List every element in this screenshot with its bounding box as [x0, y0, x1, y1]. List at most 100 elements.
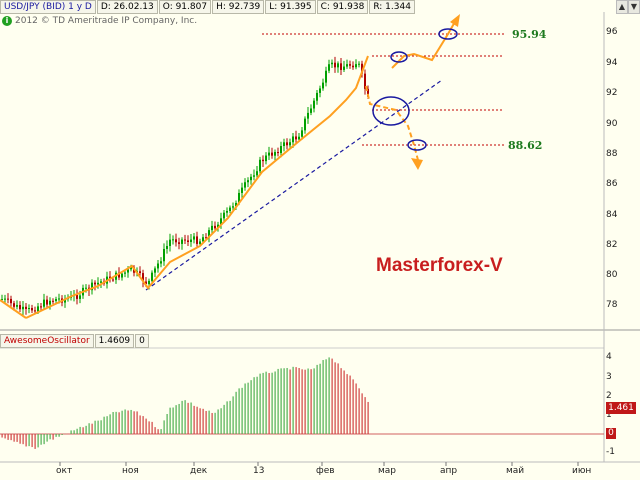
lower-level-label: 88.62: [508, 139, 543, 152]
bull-projection: [391, 19, 457, 69]
oscillator-bar: [16, 434, 18, 442]
candle-body: [286, 142, 288, 146]
oscillator-bar: [46, 434, 48, 442]
candle-body: [55, 299, 57, 301]
oscillator-bar: [304, 369, 306, 434]
osc-tick: 4: [606, 352, 612, 362]
oscillator-bar: [202, 408, 204, 434]
candle-body: [169, 239, 171, 246]
symbol-label[interactable]: USD/JPY (BID) 1 y D: [0, 0, 96, 14]
scroll-up-icon[interactable]: ▲: [616, 0, 628, 14]
oscillator-bar: [340, 368, 342, 434]
candle-body: [325, 70, 327, 83]
candle-body: [22, 306, 24, 310]
price-tick: 90: [606, 119, 618, 129]
oscillator-bar: [217, 409, 219, 434]
oscillator-bar: [43, 434, 45, 445]
oscillator-bar: [34, 434, 36, 449]
oscillator-bar: [139, 415, 141, 434]
oscillator-bar: [199, 408, 201, 434]
low-value: L: 91.395: [265, 0, 316, 14]
candle-body: [181, 239, 183, 244]
candle-body: [202, 237, 204, 242]
oscillator-bar: [268, 373, 270, 434]
candle-body: [289, 142, 291, 146]
oscillator-bar: [37, 434, 39, 448]
oscillator-bar: [76, 428, 78, 434]
oscillator-bar: [253, 377, 255, 434]
candle-body: [100, 281, 102, 283]
oscillator-bar: [31, 434, 33, 448]
info-icon[interactable]: i: [2, 16, 12, 26]
candle-body: [226, 211, 228, 213]
oscillator-bar: [70, 430, 72, 434]
oscillator-bar: [364, 397, 366, 434]
oscillator-bar: [118, 412, 120, 434]
candle-body: [184, 239, 186, 241]
oscillator-bar: [88, 423, 90, 434]
candle-body: [364, 73, 366, 89]
candle-body: [268, 152, 270, 156]
oscillator-bar: [124, 409, 126, 434]
candle-body: [307, 112, 309, 119]
candle-body: [250, 176, 252, 181]
candle-body: [175, 239, 177, 243]
oscillator-bar: [61, 434, 63, 435]
candle-body: [316, 92, 318, 101]
candle-body: [214, 225, 216, 229]
oscillator-bar: [79, 426, 81, 434]
osc-tick: 3: [606, 372, 612, 382]
candle-body: [166, 245, 168, 249]
oscillator-bar: [223, 404, 225, 434]
oscillator-bar: [100, 420, 102, 434]
oscillator-name[interactable]: AwesomeOscillator: [0, 334, 94, 348]
oscillator-bar: [169, 407, 171, 434]
oscillator-bar: [283, 368, 285, 434]
oscillator-bar: [262, 372, 264, 434]
price-tick: 86: [606, 179, 618, 189]
oscillator-bar: [112, 412, 114, 434]
copyright-text: 2012 © TD Ameritrade IP Company, Inc.: [15, 16, 198, 26]
price-tick: 78: [606, 300, 618, 310]
candle-body: [205, 237, 207, 239]
oscillator-bar: [28, 434, 30, 447]
oscillator-bar: [190, 402, 192, 434]
candle-body: [127, 269, 129, 273]
candle-body: [139, 271, 141, 274]
candle-body: [196, 236, 198, 244]
oscillator-bar: [25, 434, 27, 447]
oscillator-bar: [52, 434, 54, 440]
candle-body: [40, 306, 42, 308]
oscillator-bar: [193, 405, 195, 434]
oscillator-bar: [97, 420, 99, 434]
oscillator-bar: [181, 400, 183, 434]
month-label: май: [506, 466, 525, 476]
oscillator-bar: [73, 430, 75, 434]
oscillator-bar: [166, 414, 168, 434]
oscillator-bar: [256, 376, 258, 434]
oscillator-bar: [163, 420, 165, 434]
candle-body: [223, 212, 225, 219]
quote-header: USD/JPY (BID) 1 y D D: 26.02.13 O: 91.80…: [0, 0, 416, 14]
oscillator-bar: [298, 367, 300, 434]
candle-body: [271, 152, 273, 156]
oscillator-bar: [250, 380, 252, 434]
month-label: апр: [440, 466, 458, 476]
target-up-circle: [438, 28, 458, 40]
oscillator-bar: [211, 412, 213, 434]
month-label: июн: [572, 466, 592, 476]
candle-body: [337, 63, 339, 68]
candle-body: [310, 108, 312, 113]
upper-level-label: 95.94: [512, 28, 547, 41]
target-down-circle: [407, 139, 427, 151]
oscillator-bar: [91, 423, 93, 434]
candle-body: [283, 142, 285, 147]
oscillator-bar: [160, 429, 162, 434]
candle-body: [121, 273, 123, 278]
oscillator-bar: [151, 421, 153, 434]
candle-body: [4, 298, 6, 300]
price-tick: 80: [606, 270, 618, 280]
oscillator-bar: [319, 363, 321, 434]
candle-body: [64, 298, 66, 303]
